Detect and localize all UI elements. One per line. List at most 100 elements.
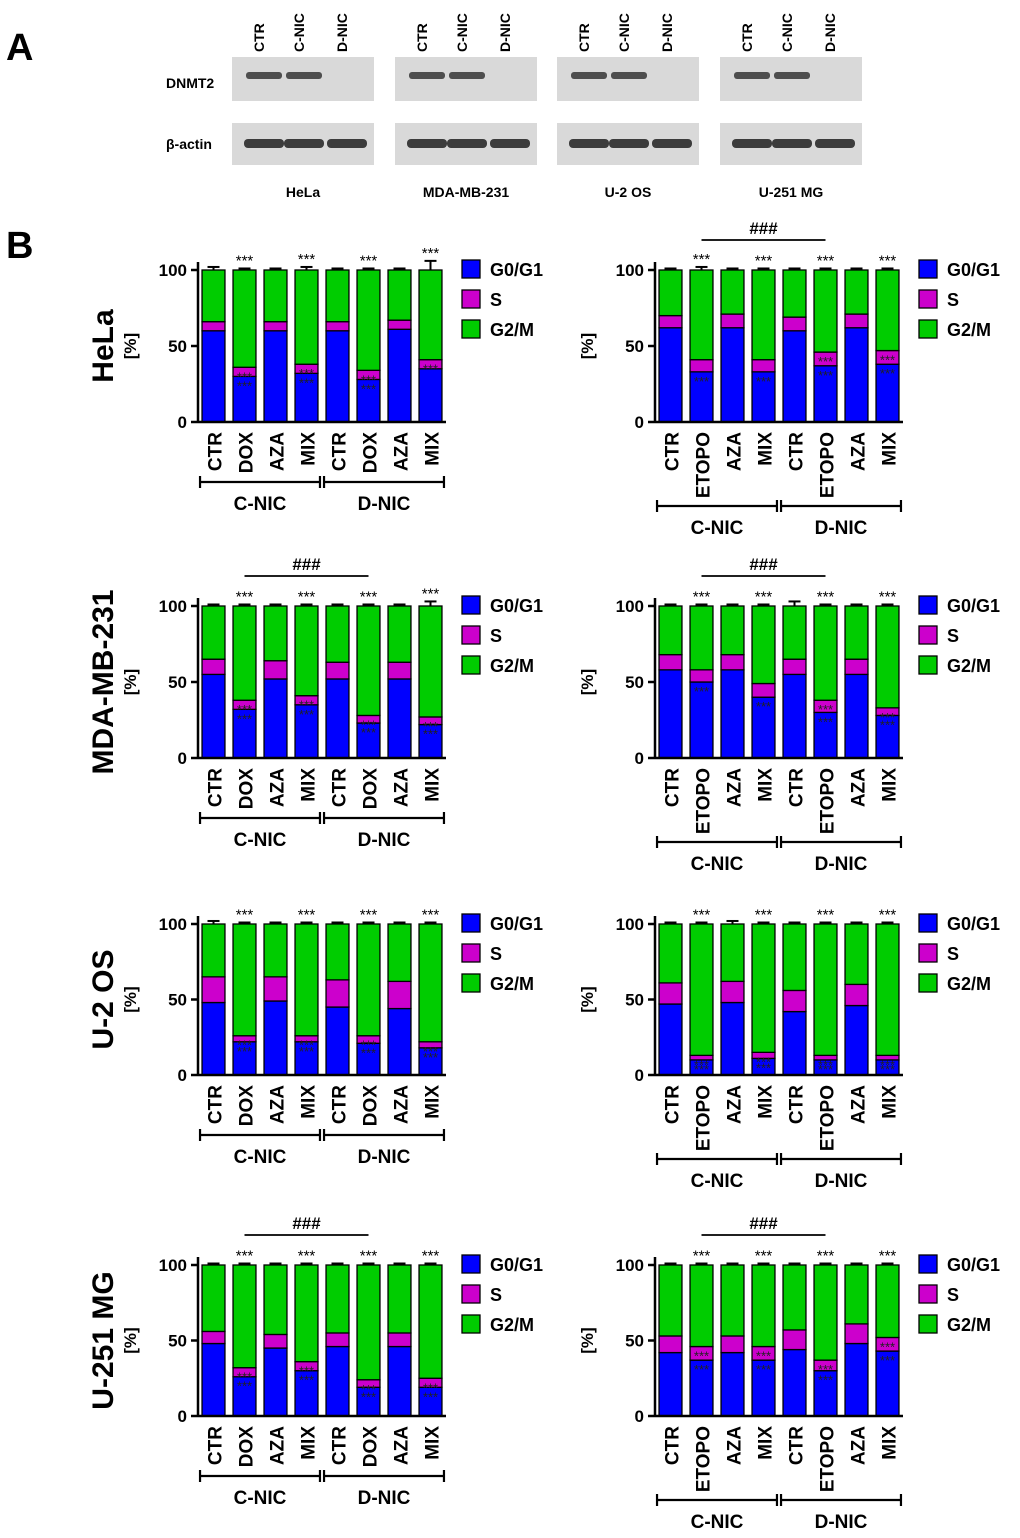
bar-segment-g0g1 — [782, 1010, 807, 1076]
significance-mark: *** — [360, 252, 378, 269]
bar-segment-g0g1 — [201, 1342, 226, 1417]
band-actin — [490, 139, 530, 148]
bar-segment-g0g1 — [201, 330, 226, 423]
bar-segment-g0g1 — [263, 330, 288, 423]
panel-b-label: B — [6, 225, 33, 267]
bar-segment-s — [782, 658, 807, 676]
bar-segment-g0g1 — [387, 1007, 412, 1076]
y-tick-label: 0 — [178, 749, 187, 768]
bar-segment-g2m — [201, 923, 226, 978]
bar-segment-g2m — [387, 605, 412, 663]
comparison-label: ### — [749, 1214, 778, 1233]
bar-segment-s — [782, 1329, 807, 1351]
bar-segment-g2m — [689, 605, 714, 671]
significance-mark: *** — [880, 366, 895, 381]
significance-mark: *** — [299, 707, 314, 722]
group-label: C-NIC — [234, 1488, 287, 1509]
bar-segment-g2m — [844, 923, 869, 986]
legend-label: S — [490, 626, 502, 646]
bar-segment-g0g1 — [325, 1006, 350, 1076]
bar-segment-g2m — [720, 269, 745, 315]
category-label: CTR — [787, 432, 808, 471]
bar-segment-s — [201, 321, 226, 332]
y-tick-label: 100 — [616, 1256, 644, 1275]
group-label: C-NIC — [691, 1171, 744, 1192]
cell-line-label: HeLa — [286, 184, 320, 200]
bar-segment-g2m — [232, 605, 257, 701]
significance-mark: *** — [237, 1379, 252, 1394]
category-label: AZA — [725, 432, 746, 471]
bar-segment-g0g1 — [782, 673, 807, 759]
significance-mark: *** — [817, 1247, 835, 1264]
category-label: DOX — [237, 768, 258, 810]
significance-mark: *** — [361, 1045, 376, 1060]
significance-mark: *** — [880, 1353, 895, 1368]
significance-mark: *** — [423, 1389, 438, 1404]
row-label: U-251 MG — [87, 1271, 120, 1409]
category-label: CTR — [787, 1426, 808, 1465]
legend-label: G0/G1 — [490, 260, 543, 280]
legend-label: S — [947, 944, 959, 964]
category-label: MIX — [756, 432, 777, 466]
bar-segment-s — [689, 669, 714, 683]
legend-label: G2/M — [490, 1315, 534, 1335]
category-label: MIX — [423, 768, 444, 802]
bar-segment-s — [720, 1335, 745, 1354]
lane-label: D-NIC — [822, 13, 838, 52]
significance-mark: *** — [423, 1044, 438, 1059]
category-label: CTR — [330, 1426, 351, 1465]
bar-segment-g0g1 — [325, 678, 350, 759]
significance-mark: *** — [360, 906, 378, 923]
significance-mark: *** — [818, 354, 833, 369]
bar-segment-s — [201, 976, 226, 1004]
y-tick-label: 0 — [635, 1407, 644, 1426]
y-axis-label: [%] — [578, 1327, 597, 1353]
row-label-dnmt2: DNMT2 — [166, 75, 214, 91]
significance-mark: *** — [422, 906, 440, 923]
lane-label: C-NIC — [779, 13, 795, 52]
legend-swatch — [918, 913, 938, 933]
bar-segment-s — [658, 982, 683, 1005]
significance-mark: *** — [361, 725, 376, 740]
bar-segment-g2m — [720, 605, 745, 656]
y-tick-label: 50 — [168, 337, 187, 356]
category-label: DOX — [237, 432, 258, 474]
group-label: D-NIC — [358, 1488, 411, 1509]
bar-segment-s — [263, 660, 288, 680]
legend-label: S — [490, 944, 502, 964]
significance-mark: *** — [237, 378, 252, 393]
category-label: DOX — [361, 768, 382, 810]
category-label: AZA — [849, 768, 870, 807]
legend-label: G2/M — [490, 656, 534, 676]
significance-mark: *** — [880, 717, 895, 732]
bar-segment-s — [720, 980, 745, 1004]
legend-swatch — [918, 289, 938, 309]
significance-mark: *** — [422, 1247, 440, 1264]
legend-swatch — [461, 319, 481, 339]
legend-swatch — [918, 1284, 938, 1304]
bar-segment-g2m — [201, 1264, 226, 1333]
category-label: ETOPO — [818, 432, 839, 498]
bar-segment-s — [844, 658, 869, 676]
comparison-label: ### — [749, 219, 778, 238]
bar-segment-s — [201, 658, 226, 676]
significance-mark: *** — [879, 252, 897, 269]
y-tick-label: 100 — [616, 597, 644, 616]
legend-swatch — [461, 289, 481, 309]
band-actin — [609, 139, 649, 148]
legend-label: G2/M — [947, 656, 991, 676]
bar-segment-g2m — [875, 269, 900, 352]
significance-mark: *** — [422, 245, 440, 262]
bar-segment-g2m — [813, 1264, 838, 1361]
bar-segment-g2m — [325, 1264, 350, 1334]
panel-a-label: A — [6, 27, 33, 69]
legend-label: S — [947, 1285, 959, 1305]
y-tick-label: 0 — [635, 1066, 644, 1085]
category-label: MIX — [880, 1426, 901, 1460]
bar-segment-g0g1 — [387, 678, 412, 759]
legend-label: S — [490, 1285, 502, 1305]
significance-mark: *** — [360, 588, 378, 605]
band-actin — [447, 139, 487, 148]
bar-segment-g0g1 — [844, 1342, 869, 1417]
legend-swatch — [461, 655, 481, 675]
